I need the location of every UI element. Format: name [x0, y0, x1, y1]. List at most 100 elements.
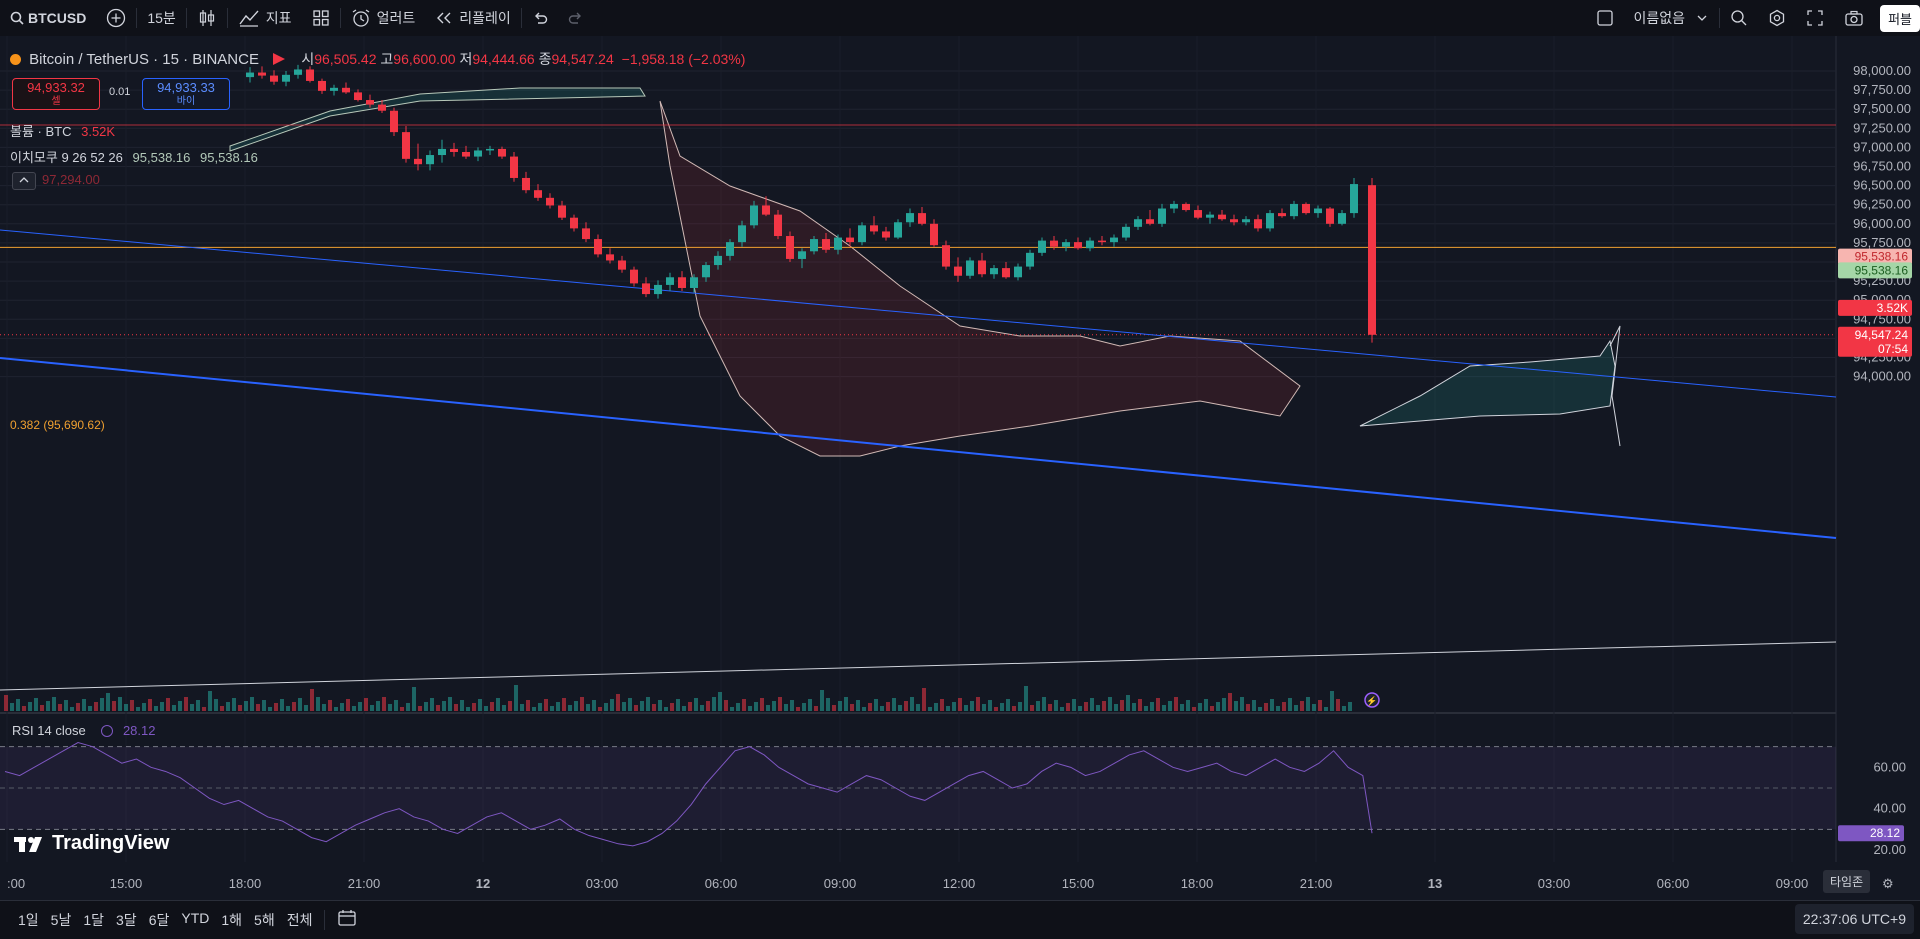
symbol-label: BTCUSD: [28, 10, 87, 26]
redo-button[interactable]: [558, 0, 594, 36]
range-button-4[interactable]: 6달: [148, 912, 170, 928]
volume-bar: [208, 691, 212, 711]
candle-body: [954, 266, 962, 276]
volume-bar: [418, 706, 422, 711]
volume-bar: [574, 701, 578, 711]
volume-bar: [1054, 700, 1058, 711]
candle-body: [1230, 219, 1238, 223]
sell-button[interactable]: 94,933.32 셀: [12, 78, 100, 110]
snapshot-button[interactable]: [1834, 0, 1874, 36]
goto-date-button[interactable]: [331, 909, 363, 932]
volume-bar: [1336, 699, 1340, 711]
volume-bar: [1186, 700, 1190, 711]
layout-button[interactable]: [1586, 0, 1624, 36]
volume-bar: [34, 698, 38, 711]
volume-bar: [394, 700, 398, 711]
candle-body: [1194, 210, 1202, 218]
templates-button[interactable]: [302, 0, 340, 36]
replay-button[interactable]: 리플레이: [425, 0, 521, 36]
range-button-3[interactable]: 3달: [116, 912, 137, 928]
symbol-search[interactable]: BTCUSD: [0, 0, 96, 36]
candle-body: [1182, 203, 1190, 211]
volume-bar: [1312, 704, 1316, 711]
collapse-legend-button[interactable]: [12, 172, 36, 190]
candle-body: [858, 225, 866, 243]
volume-bar: [1036, 701, 1040, 711]
compare-button[interactable]: [96, 0, 136, 36]
divider: [226, 8, 228, 28]
range-button-2[interactable]: 1달: [83, 912, 105, 928]
divider: [1719, 8, 1721, 28]
volume-bar: [304, 705, 308, 711]
volume-bar: [1138, 699, 1142, 711]
candle-body: [1290, 203, 1298, 217]
quick-search-button[interactable]: [1720, 0, 1758, 36]
volume-bar: [640, 701, 644, 711]
range-button-8[interactable]: 전체: [286, 912, 313, 928]
chart-canvas[interactable]: ⚡ 98,000.00 97,750.00 97,500.00 97,250.00 97,…: [0, 36, 1920, 900]
volume-bar: [646, 697, 650, 711]
alert-button[interactable]: 얼러트: [341, 0, 426, 36]
price-tick-label: 96,000.00: [1853, 216, 1911, 231]
candle-body: [474, 150, 482, 157]
buy-button[interactable]: 94,933.33 바이: [142, 78, 230, 110]
volume-bar: [442, 701, 446, 711]
range-button-6[interactable]: 1해: [221, 912, 243, 928]
volume-bar: [1042, 697, 1046, 711]
tradingview-mark-icon: [14, 836, 42, 852]
flag-icon: [273, 53, 286, 65]
candle-body: [450, 148, 458, 152]
candle-body: [822, 239, 830, 250]
volume-bar: [1162, 705, 1166, 711]
fullscreen-button[interactable]: [1796, 0, 1834, 36]
timezone-clock[interactable]: 22:37:06 UTC+9: [1794, 904, 1914, 934]
ichimoku-legend[interactable]: 이치모쿠 9 26 52 26 95,538.16 95,538.16: [10, 147, 258, 166]
eye-off-icon: [101, 725, 114, 737]
volume-bar: [820, 690, 824, 711]
settings-button[interactable]: [1758, 0, 1796, 36]
volume-bar: [106, 693, 110, 711]
volume-bar: [880, 706, 884, 711]
candle-body: [666, 277, 674, 285]
volume-bar: [754, 702, 758, 711]
volume-bar: [502, 705, 506, 711]
chart-type-button[interactable]: [187, 0, 227, 36]
rsi-legend[interactable]: RSI 14 close 28.12: [12, 723, 156, 738]
volume-bar: [610, 699, 614, 711]
price-tick-label: 97,000.00: [1853, 139, 1911, 154]
volume-bar: [1018, 702, 1022, 711]
volume-bar: [562, 698, 566, 711]
volume-bar: [928, 707, 932, 711]
volume-bar: [850, 704, 854, 711]
volume-bar: [580, 697, 584, 711]
volume-bar: [550, 706, 554, 711]
undo-button[interactable]: [522, 0, 558, 36]
layout-name-button[interactable]: 이름없음: [1624, 0, 1720, 36]
volume-legend[interactable]: 볼륨 · BTC 3.52K: [10, 121, 115, 140]
volume-bar: [70, 707, 74, 711]
volume-bar: [544, 699, 548, 711]
volume-bar: [370, 705, 374, 711]
publish-button[interactable]: 퍼블: [1880, 4, 1920, 32]
volume-bar: [40, 705, 44, 711]
range-button-7[interactable]: 5해: [254, 912, 275, 928]
volume-bar: [856, 700, 860, 711]
volume-bar: [1126, 695, 1130, 711]
volume-bar: [724, 700, 728, 711]
range-button-0[interactable]: 1일: [18, 912, 39, 928]
ohlc-values: 시96,505.42 고96,600.00 저94,444.66 종94,547…: [301, 51, 745, 67]
range-button-5[interactable]: YTD: [181, 910, 210, 926]
volume-bar: [142, 703, 146, 711]
volume-bar: [334, 707, 338, 711]
volume-bar: [718, 692, 722, 711]
interval-button[interactable]: 15분: [147, 10, 176, 26]
low-key: 저: [459, 51, 473, 67]
time-tick-label: 15:00: [110, 876, 143, 891]
indicators-button[interactable]: 지표: [228, 0, 302, 36]
range-button-1[interactable]: 5날: [50, 912, 72, 928]
candle-body: [270, 75, 278, 82]
volume-bar: [454, 704, 458, 711]
candle-body: [1050, 240, 1058, 247]
candle-body: [1002, 268, 1010, 278]
volume-bar: [124, 704, 128, 711]
